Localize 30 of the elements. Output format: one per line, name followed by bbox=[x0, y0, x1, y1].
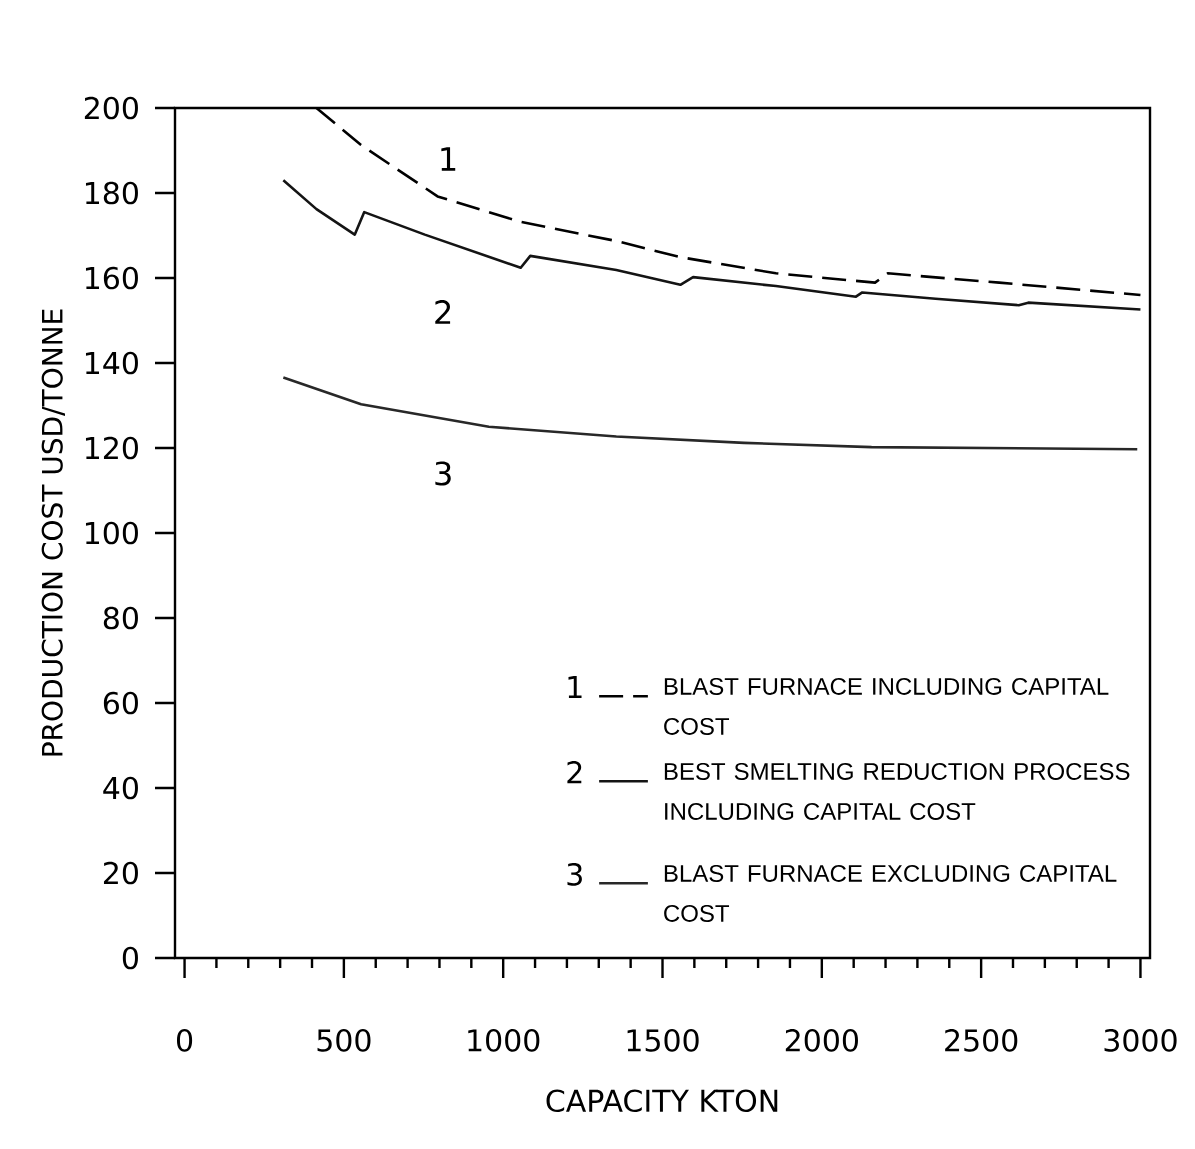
y-tick-label: 40 bbox=[103, 776, 138, 800]
line-series bbox=[282, 376, 1139, 451]
y-tick-label: 60 bbox=[103, 691, 138, 715]
y-tick-label: 80 bbox=[103, 606, 138, 630]
x-tick-label: 3000 bbox=[1104, 1029, 1177, 1052]
y-tick-label: 120 bbox=[85, 436, 138, 460]
y-tick-label: 20 bbox=[103, 861, 138, 885]
x-tick-label: 1500 bbox=[627, 1029, 699, 1052]
annotation: 3 bbox=[567, 863, 582, 886]
legend-label: BLAST FURNACE EXCLUDING CAPITAL COST bbox=[664, 864, 1117, 922]
x-tick-label: 2000 bbox=[785, 1029, 858, 1052]
x-tick-label: 500 bbox=[317, 1029, 371, 1052]
legend-label: BLAST FURNACE INCLUDING CAPITAL COST bbox=[664, 677, 1109, 735]
y-tick-label: 180 bbox=[85, 181, 138, 205]
annotation: 1 bbox=[568, 676, 582, 698]
y-tick-label: 200 bbox=[84, 96, 138, 120]
annotation: 2 bbox=[435, 300, 451, 324]
x-tick-label: 1000 bbox=[468, 1029, 540, 1052]
annotation: 1 bbox=[441, 147, 456, 171]
x-tick-label: 2500 bbox=[945, 1029, 1018, 1052]
annotation: 3 bbox=[435, 461, 451, 486]
annotation: 2 bbox=[567, 761, 582, 784]
x-axis-title: CAPACITY KTON bbox=[546, 1089, 778, 1113]
x-tick-label: 0 bbox=[176, 1029, 193, 1052]
y-tick-label: 140 bbox=[85, 351, 138, 375]
y-axis-title: PRODUCTION COST USD/TONNE bbox=[41, 309, 66, 756]
legend-label: BEST SMELTING REDUCTION PROCESS INCLUDING CAPITAL COST bbox=[664, 762, 1130, 820]
y-tick-label: 0 bbox=[122, 946, 138, 970]
y-tick-label: 100 bbox=[85, 521, 138, 545]
y-tick-label: 160 bbox=[85, 266, 138, 290]
